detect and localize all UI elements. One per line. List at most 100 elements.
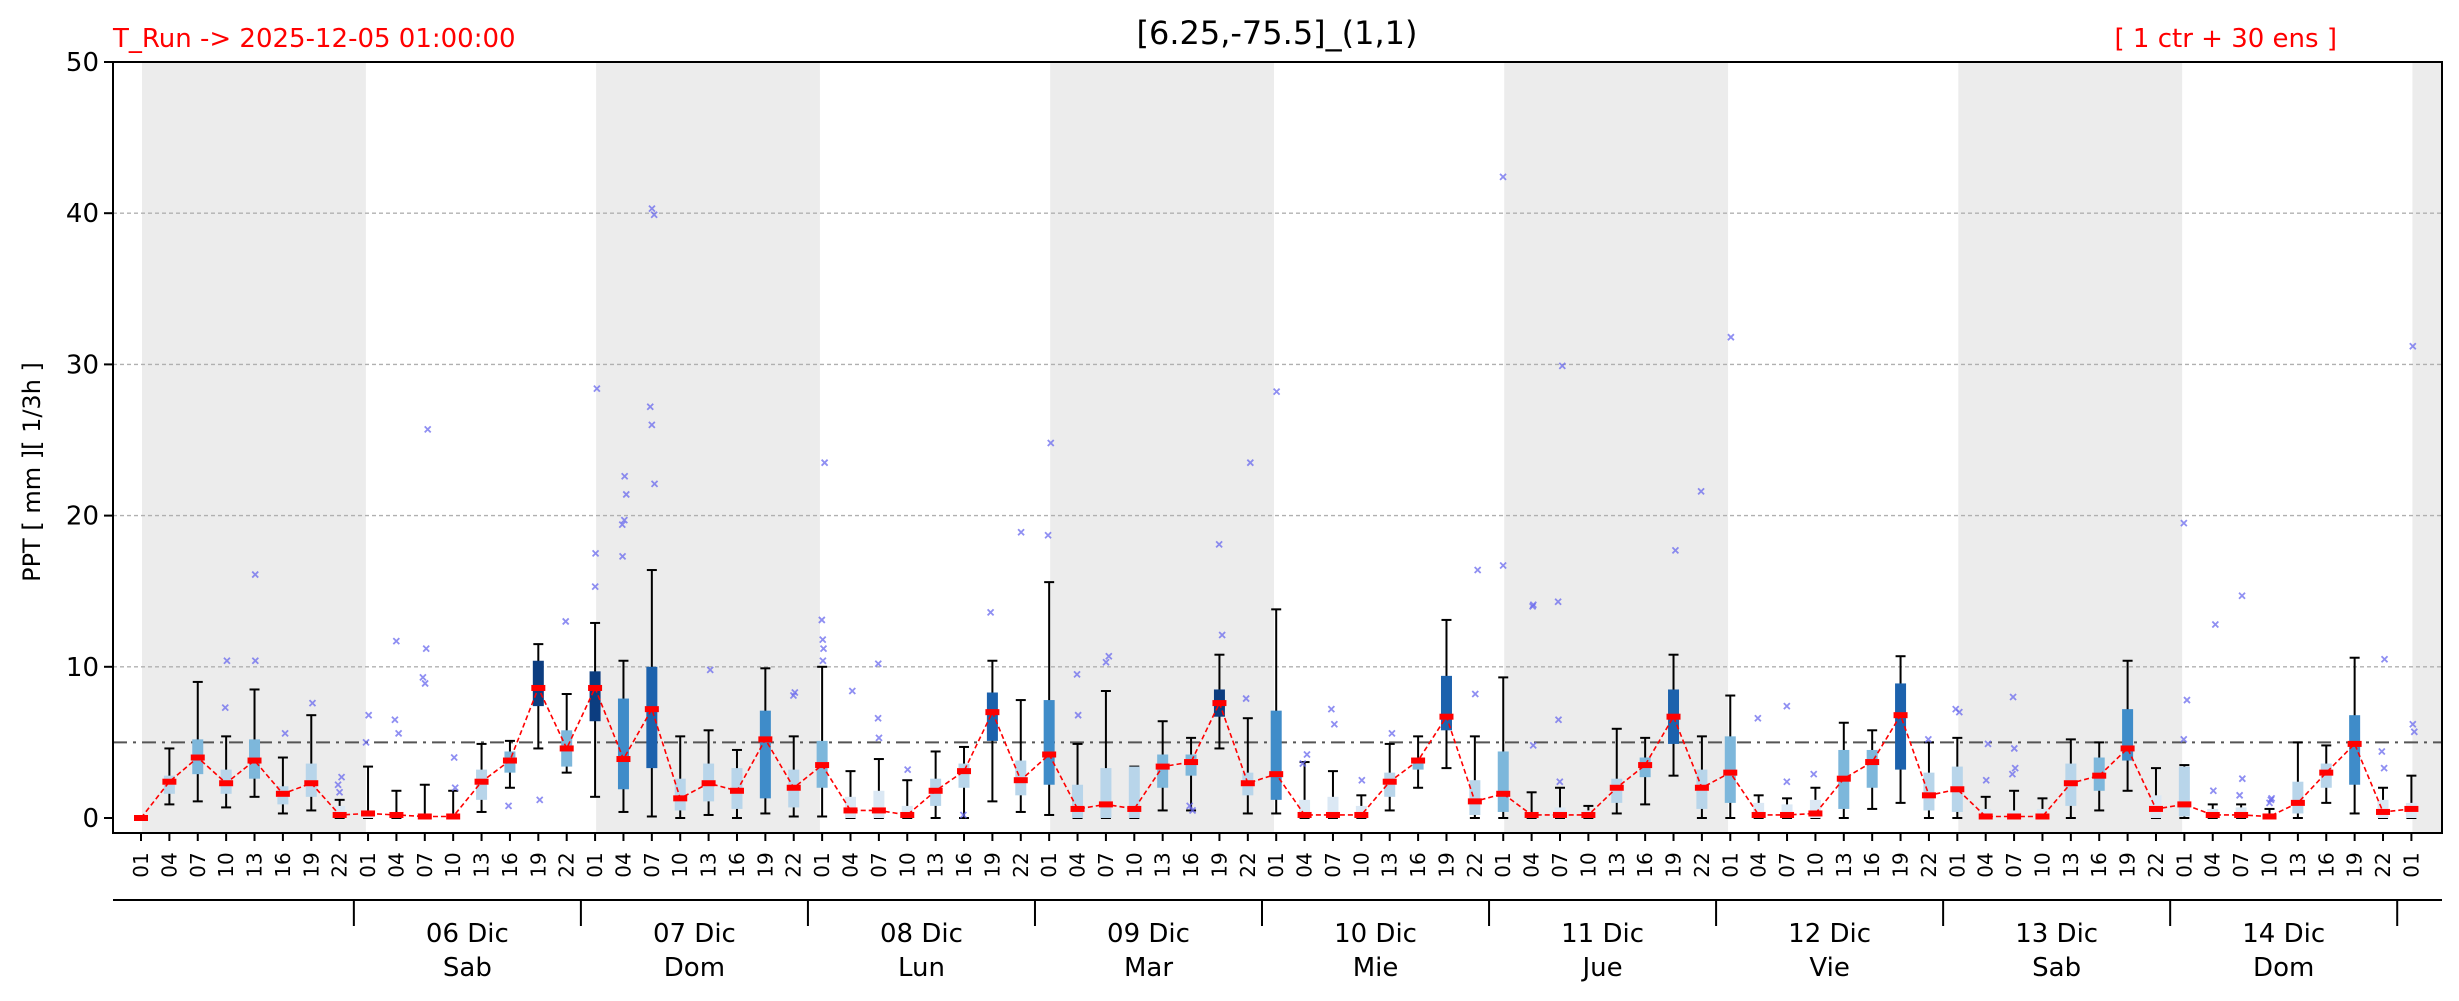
median-marker — [588, 684, 603, 691]
outlier — [422, 645, 430, 653]
outlier — [591, 583, 599, 591]
day-weekday-label: Dom — [2253, 953, 2314, 983]
day-weekday-label: Mie — [1353, 953, 1399, 983]
median-marker — [1978, 813, 1993, 820]
median-marker — [1439, 713, 1454, 720]
box — [2036, 808, 2048, 818]
outlier — [1810, 770, 1818, 778]
box — [2122, 709, 2134, 761]
box — [1270, 710, 1282, 800]
y-tick-label: 0 — [82, 804, 99, 834]
hour-label: 07 — [1321, 852, 1345, 877]
box — [1185, 754, 1197, 776]
outlier — [251, 570, 259, 579]
box — [1327, 796, 1339, 818]
box — [674, 778, 686, 811]
hour-label: 07 — [867, 852, 891, 877]
outlier — [2010, 744, 2018, 753]
hour-label: 01 — [1491, 852, 1515, 877]
box — [1980, 808, 1992, 818]
outlier — [1047, 439, 1055, 447]
median-marker — [1638, 762, 1653, 769]
outlier — [394, 729, 403, 737]
outlier — [1246, 459, 1254, 467]
median-marker — [1780, 811, 1795, 818]
median-marker — [1751, 811, 1766, 818]
hour-label: 01 — [129, 852, 153, 877]
day-date-label: 14 Dic — [2242, 919, 2325, 949]
outlier — [2409, 342, 2417, 350]
median-marker — [1382, 778, 1397, 785]
hour-label: 10 — [1349, 852, 1373, 877]
run-label: T_Run -> 2025-12-05 01:00:00 — [112, 24, 516, 54]
members-label: [ 1 ctr + 30 ens ] — [2115, 24, 2338, 54]
box — [1043, 700, 1055, 785]
median-marker — [815, 762, 830, 769]
hour-label: 22 — [1236, 852, 1260, 877]
median-marker — [1013, 777, 1028, 784]
outlier — [2180, 519, 2188, 527]
outlier — [1558, 362, 1566, 370]
hour-label: 22 — [782, 852, 806, 877]
median-marker — [1155, 763, 1170, 770]
outlier — [450, 753, 458, 762]
median-marker — [1581, 811, 1596, 818]
hour-label: 16 — [952, 852, 976, 877]
outlier — [1044, 531, 1052, 539]
hour-label: 13 — [470, 852, 494, 877]
day-weekday-label: Sab — [443, 953, 492, 983]
hour-label: 13 — [1832, 852, 1856, 877]
median-marker — [758, 736, 773, 743]
outlier — [223, 657, 231, 665]
outlier — [1474, 566, 1482, 574]
hour-label: 10 — [668, 852, 692, 877]
outlier — [251, 657, 259, 665]
hour-label: 04 — [1066, 852, 1090, 877]
median-marker — [275, 790, 290, 797]
box — [1440, 675, 1452, 731]
box — [1895, 683, 1907, 770]
box — [2377, 799, 2389, 818]
median-marker — [190, 754, 205, 761]
outlier — [904, 765, 912, 774]
chart-title: [6.25,-75.5]_(1,1) — [1136, 14, 1417, 52]
outlier — [1924, 735, 1932, 744]
outlier — [1697, 487, 1705, 496]
hour-label: 22 — [555, 852, 579, 877]
box — [1809, 799, 1821, 818]
outlier — [618, 521, 626, 529]
outlier — [335, 788, 344, 796]
hour-label: 01 — [356, 852, 380, 877]
outlier — [622, 490, 630, 499]
median-marker — [1411, 757, 1426, 764]
hour-label: 16 — [725, 852, 749, 877]
hour-label: 10 — [2258, 852, 2282, 877]
hour-label: 16 — [1633, 852, 1657, 877]
outlier — [2235, 791, 2244, 799]
box — [1923, 772, 1935, 811]
outlier — [334, 781, 342, 789]
y-axis-label: PPT [ mm ][ 1/3h ] — [18, 362, 46, 582]
outlier — [451, 784, 459, 792]
hour-label: 07 — [186, 852, 210, 877]
outlier — [591, 549, 600, 558]
hour-label: 19 — [1434, 852, 1458, 877]
box — [1866, 749, 1878, 788]
outlier — [1105, 652, 1113, 660]
outlier — [1218, 631, 1226, 639]
outlier — [391, 716, 399, 724]
outlier — [789, 691, 798, 700]
box — [646, 666, 658, 769]
box — [334, 805, 346, 818]
outlier — [2265, 799, 2274, 807]
hour-label: 04 — [611, 852, 635, 877]
outlier — [2011, 764, 2019, 772]
hour-label: 16 — [2087, 852, 2111, 877]
box — [305, 763, 317, 797]
outlier — [1982, 776, 1990, 784]
outlier — [421, 679, 429, 688]
hour-label: 07 — [1548, 852, 1572, 877]
outlier — [1102, 658, 1110, 666]
outlier — [848, 687, 856, 695]
hour-label: 16 — [1860, 852, 1884, 877]
